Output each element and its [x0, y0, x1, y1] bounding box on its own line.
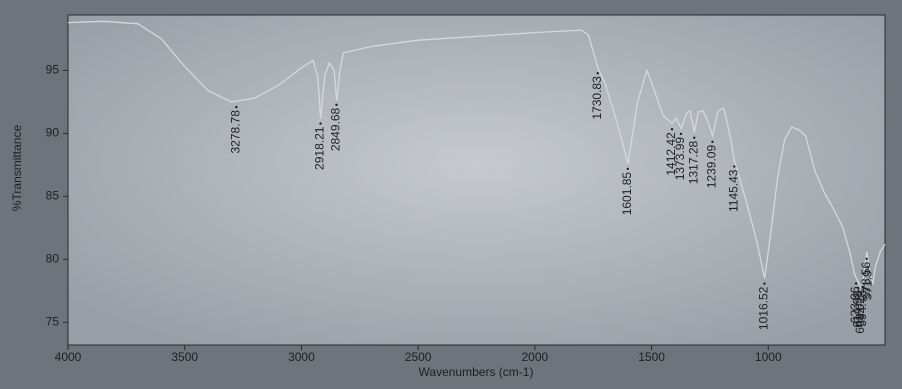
peak-label: 1601.85: [620, 172, 634, 216]
peak-dot: [670, 128, 674, 131]
plot-area: [67, 14, 886, 346]
y-tick-label: 75: [46, 315, 60, 329]
peak-label: 594.73: [855, 290, 869, 327]
peak-label: 1730.83: [590, 76, 604, 120]
y-axis-label: %Transmittance: [10, 125, 24, 212]
peak-dot: [626, 167, 629, 171]
peak-label: 1373.99: [673, 137, 687, 181]
x-tick-label: 4000: [55, 350, 82, 364]
x-tick-label: 3500: [171, 350, 198, 364]
x-axis-label: Wavenumbers (cm-1): [419, 365, 534, 379]
peak-dot: [733, 165, 736, 168]
peak-label: 623.96: [848, 286, 862, 323]
peak-dot: [854, 282, 858, 285]
peak-dot: [235, 105, 238, 109]
y-tick-label: 90: [46, 126, 60, 140]
spectrum-line: [67, 20, 886, 292]
peak-dot: [867, 266, 870, 269]
peak-label: 1239.09: [705, 145, 719, 189]
peak-dot: [865, 257, 868, 260]
peak-dot: [319, 122, 322, 125]
x-tick-label: 3000: [288, 350, 315, 364]
peak-label: 1412.42: [664, 132, 678, 176]
peak-label: 603.02: [853, 297, 867, 334]
peak-dot: [335, 103, 338, 106]
peak-dot: [679, 132, 683, 136]
x-tick-label: 2000: [522, 350, 549, 364]
peak-dot: [856, 286, 860, 290]
peak-label: 1016.52: [757, 286, 771, 330]
peak-label: 3278.78: [229, 110, 243, 154]
x-tick-label: 2500: [405, 350, 432, 364]
peak-label: 2849.68: [329, 107, 343, 151]
peak-label: 1317.28: [686, 140, 700, 184]
peak-label: 614.98: [850, 291, 864, 328]
peak-label: 578.56: [859, 261, 873, 298]
peak-label: 2918.21: [313, 126, 327, 170]
peak-dot: [693, 136, 696, 140]
x-tick-label: 1500: [638, 350, 665, 364]
y-tick-label: 80: [46, 252, 60, 266]
x-tick-label: 1000: [755, 350, 782, 364]
peak-dot: [711, 140, 714, 144]
peak-label: 1145.43: [727, 169, 741, 212]
peak-label: 571.9: [860, 270, 874, 300]
peak-dot: [861, 285, 865, 289]
peak-dot: [859, 292, 863, 296]
peak-dot: [596, 72, 599, 75]
y-tick-label: 85: [46, 189, 60, 203]
peak-dot: [763, 282, 766, 285]
y-tick-label: 95: [46, 63, 60, 77]
